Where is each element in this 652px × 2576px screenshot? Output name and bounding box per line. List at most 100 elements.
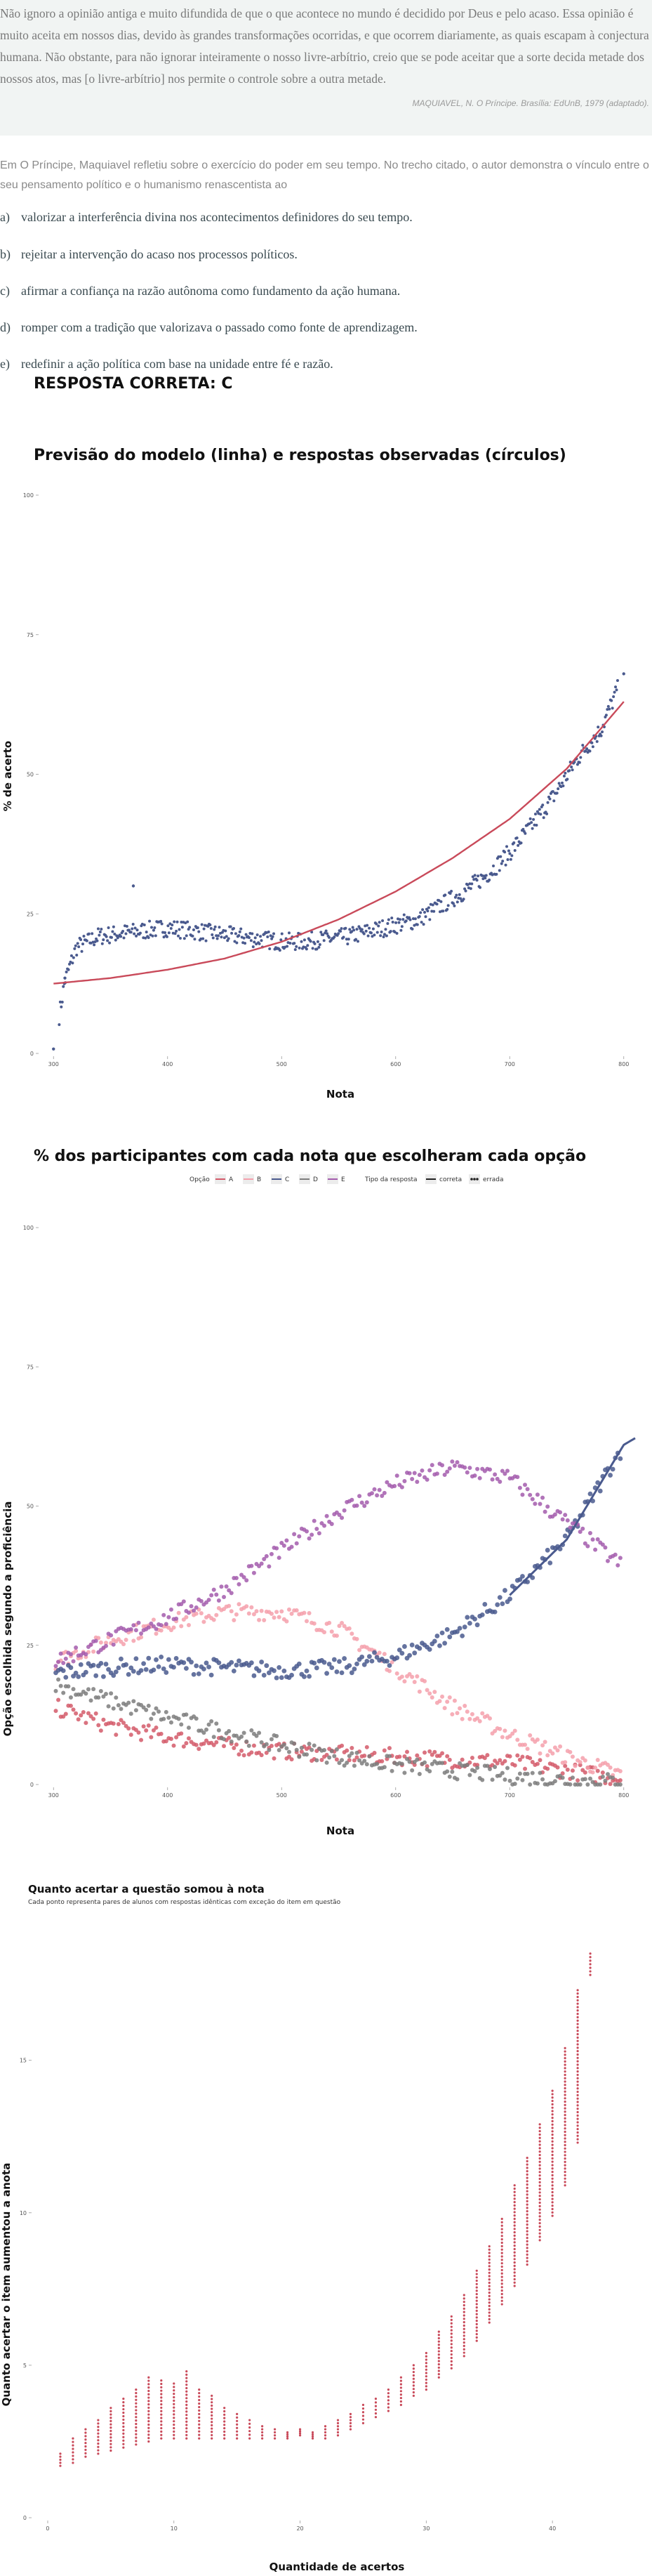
option-point-b [286,1607,291,1612]
option-point-e [515,1475,520,1480]
observed-point [167,931,171,935]
observed-point [508,852,512,855]
option-e[interactable]: e) redefinir a ação política com base na … [0,357,333,372]
gain-point [576,2121,579,2124]
option-point-b [550,1751,555,1756]
option-point-b [139,1635,144,1640]
option-point-b [595,1758,600,1763]
option-point-d [538,1770,543,1775]
gain-point [463,2311,465,2313]
gain-point [72,2440,74,2443]
observed-point [202,927,206,931]
observed-point [444,893,447,897]
option-point-a [63,1711,68,1716]
observed-point [271,935,274,938]
observed-point [484,874,488,877]
option-point-a [186,1736,191,1741]
gain-point [463,2318,465,2320]
gain-point [173,2410,175,2412]
option-point-c [166,1657,171,1662]
option-point-b [159,1628,164,1633]
gain-point [513,2237,516,2240]
observed-point [286,945,289,948]
option-point-d [357,1758,362,1763]
option-point-e [375,1493,380,1498]
option-point-b [246,1611,251,1616]
option-point-c [272,1668,277,1674]
option-point-a [405,1749,409,1754]
observed-point [233,940,237,943]
option-point-d [517,1771,522,1776]
gain-point [72,2455,74,2457]
option-point-c [133,1656,139,1662]
option-point-a [397,1754,402,1759]
gain-point [135,2409,138,2412]
option-text: valorizar a interferência divina nos aco… [21,210,413,224]
option-point-b [232,1617,237,1622]
option-point-b [302,1610,307,1615]
option-point-c [256,1668,262,1674]
observed-point [612,695,616,699]
gain-point [513,2271,516,2274]
option-c[interactable]: c) afirmar a confiança na razão autônoma … [0,284,400,298]
gain-point [500,2255,503,2258]
gain-point [513,2241,516,2244]
gain-point [374,2408,378,2411]
gain-point [488,2275,491,2278]
x-axis-title: Quantidade de acertos [270,2561,405,2573]
option-point-e [324,1513,329,1518]
gain-point [564,2154,566,2157]
option-point-d [281,1742,286,1747]
observed-point [171,931,175,935]
option-b[interactable]: b) rejeitar a intervenção do acaso nos pr… [0,247,298,262]
gain-point [564,2120,566,2123]
option-point-b [307,1611,312,1616]
gain-point [576,2026,579,2029]
gain-point [500,2265,503,2268]
option-a[interactable]: a) valorizar a interferência divina nos a… [0,210,413,225]
gain-point [160,2396,163,2399]
gain-point [526,2176,528,2179]
option-point-c [60,1668,66,1674]
option-text: redefinir a ação política com base na un… [21,357,333,371]
option-point-d [540,1777,545,1782]
gain-point [236,2437,239,2440]
option-point-c [208,1672,214,1678]
gain-point [500,2245,503,2247]
option-point-c [342,1656,347,1661]
option-d[interactable]: d) romper com a tradição que valorizava o… [0,320,418,335]
observed-point [260,939,263,942]
gain-point [412,2367,415,2370]
y-tick-label: 5 [23,2363,27,2369]
gain-point [361,2414,365,2417]
gain-point [576,2104,579,2107]
option-point-d [116,1703,121,1708]
option-point-a [251,1743,256,1748]
gain-point [97,2442,100,2445]
observed-point [539,813,543,816]
gain-point [173,2399,175,2402]
gain-point [526,2163,528,2166]
option-point-e [583,1541,587,1546]
option-point-a [181,1744,186,1749]
option-point-c [266,1670,272,1676]
gain-point [538,2222,541,2225]
gain-point [298,2432,302,2435]
option-point-b [415,1674,420,1679]
observed-point [98,933,101,937]
gain-point [500,2217,503,2221]
option-point-c [467,1620,472,1626]
option-point-c [159,1655,164,1660]
gain-point [576,2097,579,2100]
observed-point [533,823,536,827]
option-point-e [427,1468,432,1473]
legend-title-type: Tipo da resposta [364,1176,418,1183]
gain-point [488,2258,491,2261]
option-point-e [63,1656,68,1661]
observed-point [62,985,65,988]
option-point-b [427,1691,432,1696]
option-point-d [340,1758,345,1763]
option-point-a [98,1728,103,1733]
option-point-d [485,1763,490,1768]
gain-point [551,2136,554,2140]
